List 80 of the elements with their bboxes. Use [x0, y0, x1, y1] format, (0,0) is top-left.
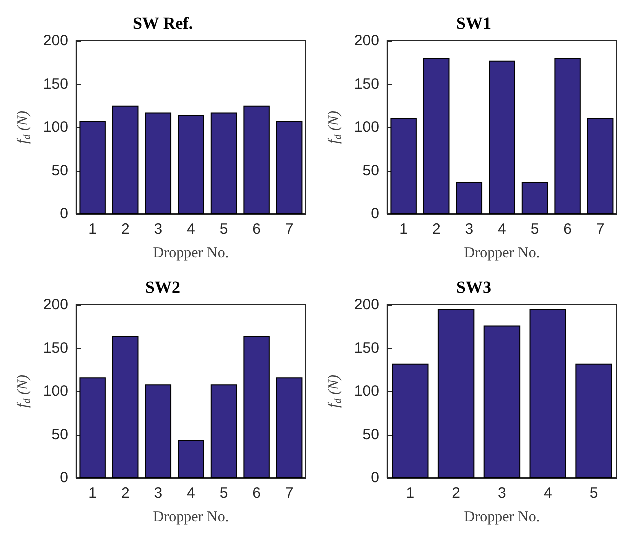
- x-tick-label: 3: [498, 485, 506, 502]
- y-tick-label: 150: [43, 340, 68, 357]
- y-tick-label: 0: [60, 470, 68, 486]
- chart-title: SW1: [456, 14, 492, 33]
- chart-title: SW3: [456, 278, 492, 297]
- bar: [112, 336, 139, 478]
- y-tick-label: 50: [52, 426, 68, 444]
- bar: [390, 118, 417, 214]
- bar: [438, 309, 475, 478]
- x-tick-label: 6: [252, 485, 261, 502]
- x-tick-label: 4: [187, 221, 196, 238]
- y-tick-label: 50: [52, 162, 68, 180]
- x-tick-label: 4: [187, 485, 196, 502]
- bar: [244, 106, 270, 214]
- bar: [112, 106, 139, 214]
- x-tick-label: 5: [220, 485, 228, 502]
- bar: [178, 440, 204, 478]
- bar: [145, 384, 172, 478]
- y-tick-label: 0: [60, 206, 68, 222]
- bar: [424, 58, 450, 214]
- bar: [210, 112, 238, 214]
- x-tick-label: 7: [596, 221, 605, 238]
- x-tick-label: 7: [285, 485, 294, 502]
- bar: [576, 364, 612, 478]
- bar: [80, 378, 106, 478]
- y-tick-label: 100: [354, 383, 380, 400]
- y-tick-label: 0: [371, 470, 380, 486]
- x-tick-label: 5: [590, 485, 598, 502]
- y-tick-label: 150: [354, 76, 380, 93]
- x-tick-label: 5: [220, 221, 228, 238]
- x-tick-label: 3: [465, 221, 474, 238]
- x-axis-title: Dropper No.: [464, 510, 540, 526]
- bar: [554, 58, 581, 214]
- x-tick-label: 2: [121, 221, 130, 238]
- y-tick-label: 200: [43, 296, 68, 314]
- x-tick-label: 4: [498, 221, 506, 238]
- x-axis-title: Dropper No.: [464, 246, 540, 262]
- bar: [145, 112, 172, 214]
- y-tick-label: 50: [362, 426, 380, 444]
- y-tick-label: 200: [354, 32, 380, 50]
- bar: [244, 336, 270, 478]
- x-tick-label: 5: [530, 221, 540, 238]
- bar: [522, 182, 548, 214]
- x-tick-label: 1: [400, 221, 408, 238]
- x-tick-label: 7: [285, 221, 294, 238]
- y-tick-label: 200: [354, 296, 380, 314]
- x-tick-label: 1: [88, 221, 97, 238]
- x-tick-label: 2: [452, 485, 460, 502]
- bar: [80, 121, 106, 214]
- bar: [530, 309, 566, 478]
- x-tick-label: 1: [88, 485, 97, 502]
- x-tick-label: 6: [564, 221, 572, 238]
- bar: [489, 60, 516, 214]
- x-tick-label: 3: [154, 221, 163, 238]
- x-axis-title: Dropper No.: [153, 510, 230, 526]
- x-tick-label: 2: [432, 221, 441, 238]
- bar: [456, 182, 483, 214]
- y-tick-label: 100: [354, 119, 380, 136]
- bar: [484, 326, 521, 478]
- y-tick-label: 200: [43, 32, 68, 50]
- y-tick-label: 50: [362, 162, 380, 180]
- y-tick-label: 150: [43, 76, 68, 93]
- x-tick-label: 4: [544, 485, 552, 502]
- x-tick-label: 2: [121, 485, 130, 502]
- x-axis-title: Dropper No.: [153, 246, 230, 262]
- y-tick-label: 150: [354, 340, 380, 357]
- chart-title: SW2: [146, 278, 180, 297]
- x-tick-label: 3: [154, 485, 163, 502]
- bar: [587, 118, 614, 214]
- bar: [392, 364, 429, 478]
- bar: [276, 378, 303, 478]
- y-tick-label: 100: [43, 383, 68, 400]
- bar: [178, 115, 204, 214]
- x-tick-label: 6: [252, 221, 261, 238]
- chart-title: SW Ref.: [132, 14, 194, 33]
- bar: [210, 384, 238, 478]
- y-tick-label: 100: [43, 119, 68, 136]
- x-tick-label: 1: [406, 485, 415, 502]
- bar: [276, 121, 303, 214]
- y-tick-label: 0: [371, 206, 380, 222]
